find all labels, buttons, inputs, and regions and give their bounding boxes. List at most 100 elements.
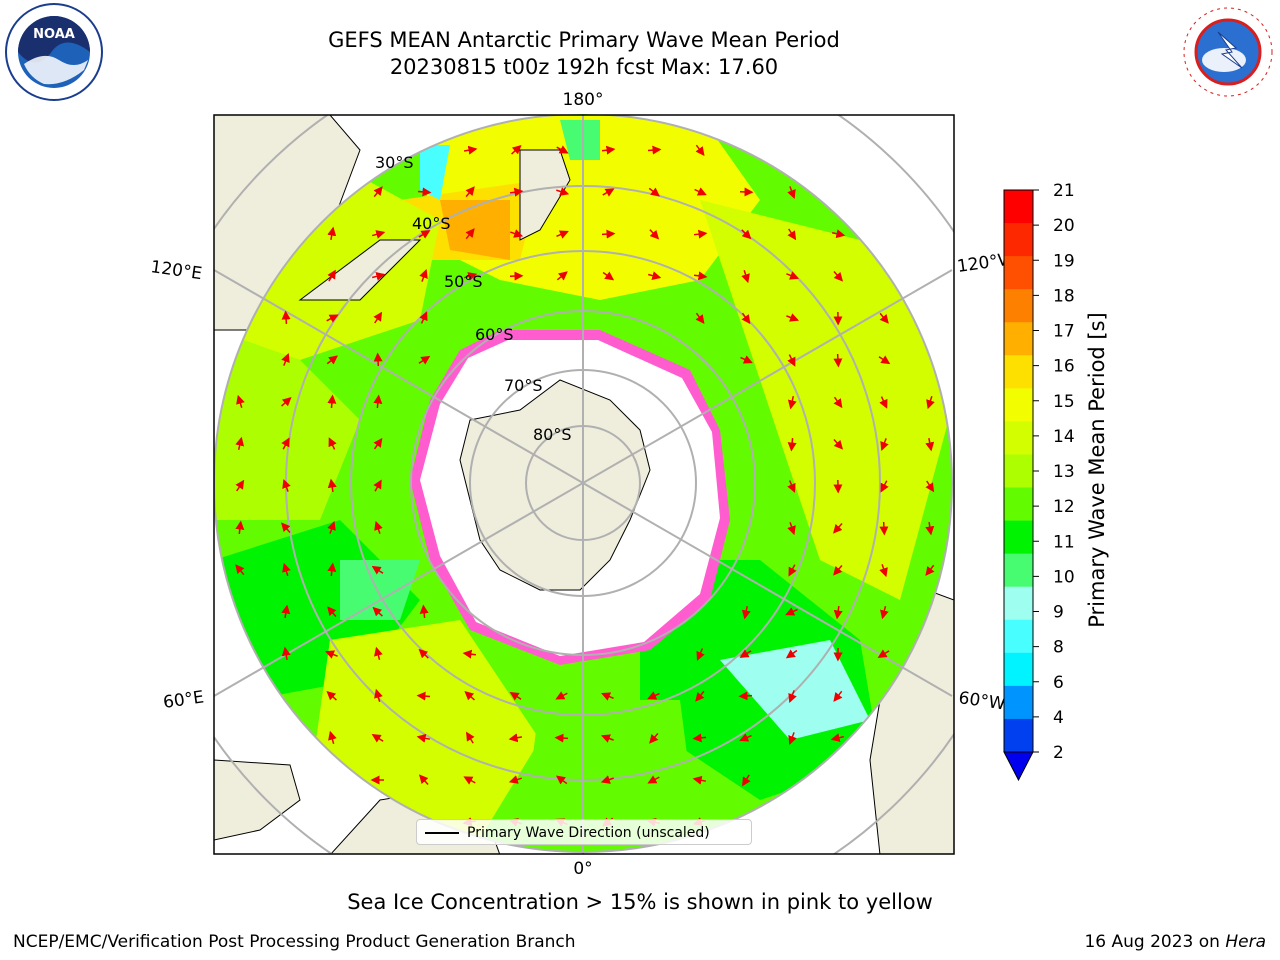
- wave-arrow: [372, 230, 386, 239]
- wave-direction-arrows: [235, 144, 935, 827]
- colorbar-swatch: [1004, 190, 1033, 224]
- colorbar-swatch: [1004, 652, 1033, 687]
- wave-arrow: [925, 480, 935, 493]
- wave-arrow: [374, 520, 383, 534]
- colorbar-tick-label: 16: [1053, 357, 1075, 377]
- wave-arrow: [511, 144, 522, 155]
- wave-arrow: [880, 480, 889, 493]
- wave-arrow: [880, 438, 889, 452]
- colorbar-tick-label: 13: [1053, 462, 1075, 482]
- wave-arrow: [326, 690, 337, 701]
- wave-arrow: [833, 564, 843, 576]
- wave-arrow: [647, 775, 660, 784]
- wave-arrow: [739, 733, 752, 742]
- wave-arrow: [325, 650, 338, 659]
- wave-arrow: [878, 355, 891, 365]
- lat-label-60s: 60°S: [475, 325, 514, 344]
- wave-arrow: [419, 311, 428, 324]
- colorbar-swatch: [1004, 586, 1033, 621]
- lat-label-40s: 40°S: [412, 214, 451, 233]
- wave-arrow: [373, 352, 383, 367]
- wave-arrow: [281, 310, 291, 325]
- wave-arrow: [374, 688, 383, 702]
- wave-arrow: [602, 271, 615, 281]
- wave-arrow: [463, 776, 476, 785]
- wave-arrow: [741, 229, 752, 240]
- lon-label-60w: 60°W: [957, 688, 1006, 714]
- colorbar-tick-label: 6: [1053, 673, 1064, 693]
- wave-arrow: [738, 691, 753, 701]
- wave-arrow: [327, 562, 337, 577]
- wave-arrow: [418, 648, 429, 659]
- wave-arrow: [786, 271, 799, 280]
- wave-arrow: [509, 692, 522, 701]
- wave-arrow: [833, 353, 843, 368]
- colorbar-swatch: [1004, 619, 1033, 654]
- wave-arrow: [692, 733, 707, 743]
- wave-arrow: [464, 691, 476, 701]
- colorbar-tick-label: 4: [1053, 708, 1064, 728]
- wave-arrow: [600, 734, 614, 743]
- lon-label-0: 0°: [573, 859, 592, 879]
- lon-label-60e: 60°E: [162, 687, 205, 712]
- wave-arrow: [465, 228, 475, 240]
- colorbar-swatch: [1004, 685, 1033, 720]
- wave-arrow: [236, 394, 245, 408]
- wave-arrow: [879, 312, 889, 324]
- wave-arrow: [373, 186, 383, 198]
- wave-arrow: [235, 564, 245, 576]
- wave-arrow: [419, 604, 429, 619]
- wave-arrow: [695, 312, 705, 325]
- wave-arrow: [508, 733, 523, 743]
- colorbar-tick-label: 21: [1053, 181, 1075, 201]
- wave-arrow: [282, 562, 291, 576]
- wave-arrow: [419, 268, 428, 282]
- colorbar-tick-label: 14: [1053, 427, 1075, 447]
- wave-arrow: [327, 606, 337, 618]
- wave-arrow: [281, 646, 291, 661]
- wave-arrow: [833, 690, 843, 702]
- colorbar-tick-label: 18: [1053, 286, 1075, 306]
- wave-arrow: [831, 229, 846, 239]
- colorbar-swatch: [1004, 487, 1033, 522]
- wave-arrow: [785, 607, 798, 616]
- wave-arrow: [600, 775, 614, 784]
- wave-arrow: [925, 564, 935, 576]
- map-legend: Primary Wave Direction (unscaled): [416, 819, 752, 845]
- wave-arrow: [785, 649, 798, 659]
- wave-arrow: [327, 520, 336, 534]
- wave-arrow: [787, 480, 796, 493]
- wave-arrow: [926, 396, 935, 410]
- chart-title: GEFS MEAN Antarctic Primary Wave Mean Pe…: [328, 28, 840, 52]
- wave-arrow: [742, 774, 751, 787]
- wave-arrow: [696, 648, 705, 661]
- colorbar-swatch: [1004, 388, 1033, 422]
- wave-arrow: [327, 226, 337, 241]
- wave-arrow: [830, 733, 845, 743]
- graticule: [214, 115, 954, 854]
- wave-arrow: [373, 394, 383, 409]
- wave-arrow: [235, 520, 245, 535]
- wave-arrow: [556, 271, 568, 281]
- wave-arrow: [647, 145, 662, 155]
- wave-arrow: [647, 271, 662, 280]
- wave-arrow: [417, 187, 432, 197]
- wave-arrow: [879, 564, 888, 578]
- colorbar-swatch: [1004, 256, 1033, 290]
- wave-arrow: [648, 187, 660, 197]
- colorbar-swatch: [1004, 421, 1033, 455]
- wave-arrow: [879, 396, 888, 409]
- wave-arrow: [556, 187, 570, 196]
- colorbar-swatch: [1004, 520, 1033, 555]
- wave-arrow: [508, 775, 522, 784]
- wave-arrow: [328, 437, 337, 450]
- wave-arrow: [281, 396, 292, 407]
- nws-logo: [1178, 2, 1278, 102]
- wave-arrow: [788, 564, 797, 577]
- wave-arrow: [692, 775, 707, 785]
- wave-arrow: [602, 188, 615, 197]
- wave-arrow: [741, 312, 751, 325]
- wave-arrow: [510, 229, 524, 238]
- wave-arrow: [555, 691, 568, 700]
- wave-arrow: [741, 605, 751, 620]
